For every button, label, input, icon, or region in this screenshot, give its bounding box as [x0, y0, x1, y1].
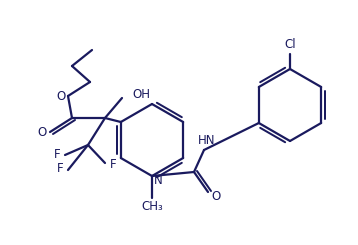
Text: F: F	[57, 161, 63, 174]
Text: HN: HN	[198, 135, 216, 147]
Text: OH: OH	[132, 87, 150, 100]
Text: CH₃: CH₃	[141, 199, 163, 212]
Text: O: O	[56, 89, 66, 102]
Text: O: O	[37, 125, 47, 138]
Text: N: N	[154, 174, 163, 187]
Text: F: F	[110, 159, 116, 172]
Text: F: F	[54, 148, 60, 161]
Text: Cl: Cl	[284, 38, 296, 51]
Text: O: O	[211, 189, 221, 203]
